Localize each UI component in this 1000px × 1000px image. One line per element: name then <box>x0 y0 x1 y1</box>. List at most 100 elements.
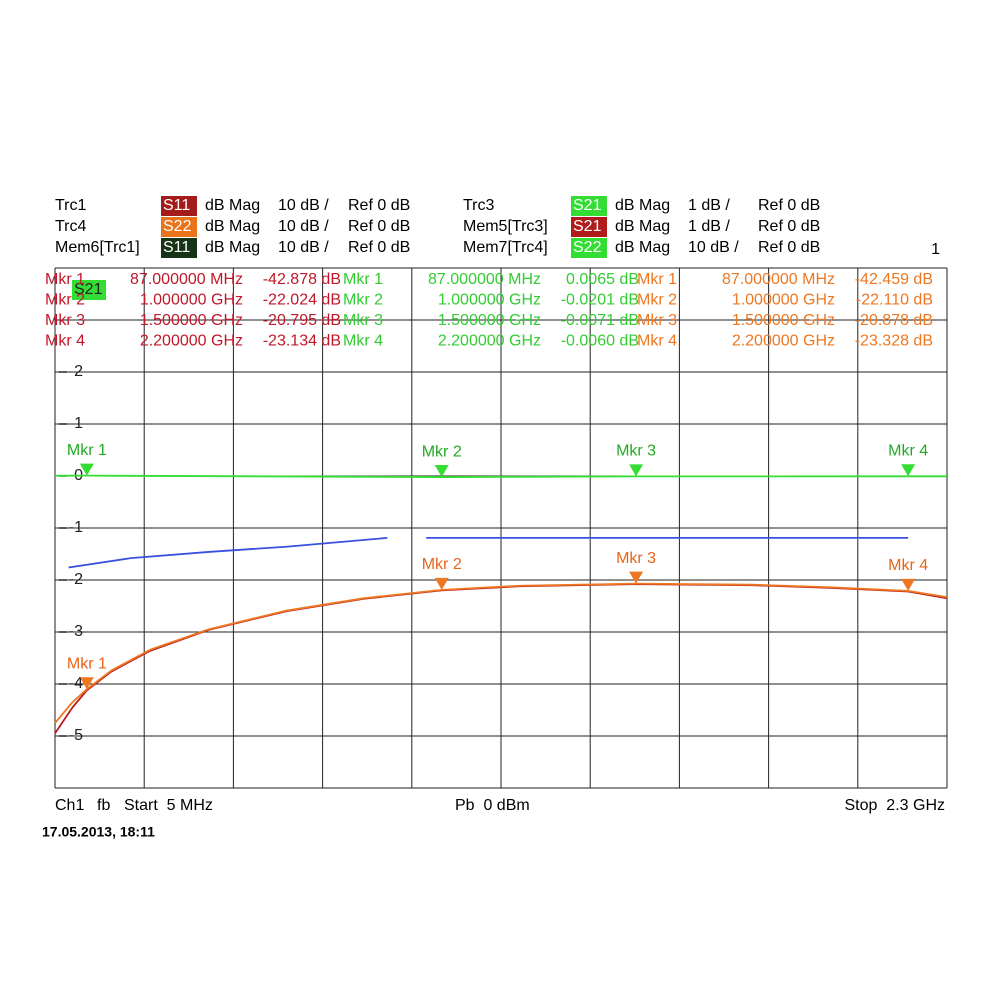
trace-scale: 10 dB / <box>278 218 329 235</box>
marker-value: -23.134 dB <box>263 333 341 350</box>
marker-name: Mkr 1 <box>45 271 85 288</box>
param-badge <box>571 238 607 258</box>
trace-name: Mem5[Trc3] <box>463 218 548 235</box>
footer-power: Pb 0 dBm <box>455 797 530 814</box>
y-tick-label: -3 <box>69 623 83 640</box>
trace-label-badge <box>72 280 106 300</box>
trace-param: S11 <box>163 239 190 256</box>
trace-ref: Ref 0 dB <box>348 239 410 256</box>
marker-freq: 2.200000 GHz <box>140 333 243 350</box>
marker-freq: 87.000000 MHz <box>130 271 243 288</box>
trace-scale: 10 dB / <box>688 239 739 256</box>
marker-label: Mkr 1 <box>67 442 107 459</box>
trace-name: Trc3 <box>463 197 495 214</box>
marker <box>434 577 449 590</box>
param-badge <box>571 196 607 216</box>
marker-label: Mkr 1 <box>67 655 107 672</box>
marker-name: Mkr 1 <box>343 271 383 288</box>
trace-ref: Ref 0 dB <box>348 197 410 214</box>
trace-name: Trc4 <box>55 218 87 235</box>
param-badge <box>161 217 197 237</box>
marker-name: Mkr 2 <box>343 292 383 309</box>
window-number: 1 <box>931 241 940 258</box>
marker-label: Mkr 2 <box>422 443 462 460</box>
trace-name: Trc1 <box>55 197 87 214</box>
marker-value: -0.0201 dB <box>561 292 639 309</box>
marker <box>434 465 449 478</box>
marker-value: -0.0071 dB <box>561 312 639 329</box>
marker-name: Mkr 2 <box>45 292 85 309</box>
trace-format: dB Mag <box>615 218 670 235</box>
marker-freq: 1.500000 GHz <box>140 312 243 329</box>
marker-value: -42.878 dB <box>263 271 341 288</box>
marker-name: Mkr 1 <box>637 271 677 288</box>
footer-channel: Ch1 <box>55 797 84 814</box>
trace-line <box>54 582 948 724</box>
trace-name: Mem6[Trc1] <box>55 239 140 256</box>
marker-value: 0.0065 dB <box>566 271 639 288</box>
param-badge <box>161 238 197 258</box>
y-tick-label: 2 <box>74 363 83 380</box>
marker-value: -23.328 dB <box>855 333 933 350</box>
marker-freq: 87.000000 MHz <box>722 271 835 288</box>
trace-ref: Ref 0 dB <box>758 218 820 235</box>
marker-value: -0.0060 dB <box>561 333 639 350</box>
footer-mode: fb <box>97 797 110 814</box>
marker <box>901 464 916 477</box>
marker-freq: 1.000000 GHz <box>140 292 243 309</box>
marker <box>79 677 94 690</box>
marker-label: Mkr 4 <box>888 443 928 460</box>
marker <box>629 464 644 477</box>
marker-name: Mkr 4 <box>343 333 383 350</box>
trace-scale: 10 dB / <box>278 239 329 256</box>
marker-freq: 1.000000 GHz <box>438 292 541 309</box>
marker-freq: 1.500000 GHz <box>732 312 835 329</box>
y-tick-label: -1 <box>69 519 83 536</box>
marker <box>901 578 916 591</box>
marker-label: Mkr 3 <box>616 550 656 567</box>
marker-name: Mkr 4 <box>45 333 85 350</box>
trace-scale: 1 dB / <box>688 197 730 214</box>
marker <box>79 463 94 476</box>
marker-value: -22.024 dB <box>263 292 341 309</box>
trace-line <box>54 474 947 478</box>
trace-param: S11 <box>163 197 190 214</box>
trace-ref: Ref 0 dB <box>348 218 410 235</box>
marker-label: Mkr 3 <box>616 443 656 460</box>
trace-ref: Ref 0 dB <box>758 197 820 214</box>
trace-format: dB Mag <box>205 239 260 256</box>
marker-label: Mkr 4 <box>888 557 928 574</box>
marker-freq: 87.000000 MHz <box>428 271 541 288</box>
trace-format: dB Mag <box>205 197 260 214</box>
trace-name: Mem7[Trc4] <box>463 239 548 256</box>
footer-stop: Stop 2.3 GHz <box>845 797 946 814</box>
y-tick-label: -5 <box>69 727 83 744</box>
marker-freq: 1.000000 GHz <box>732 292 835 309</box>
marker-value: -22.110 dB <box>856 292 933 309</box>
trace-param: S21 <box>573 197 602 214</box>
marker-freq: 2.200000 GHz <box>732 333 835 350</box>
trace-line <box>68 536 909 569</box>
footer-start: Start 5 MHz <box>124 797 213 814</box>
y-tick-label: 1 <box>74 415 83 432</box>
trace-scale: 10 dB / <box>278 197 329 214</box>
marker-freq: 1.500000 GHz <box>438 312 541 329</box>
marker-name: Mkr 4 <box>637 333 677 350</box>
param-badge <box>571 217 607 237</box>
marker-name: Mkr 3 <box>343 312 383 329</box>
marker-value: -20.878 dB <box>855 312 933 329</box>
timestamp: 17.05.2013, 18:11 <box>42 824 155 840</box>
y-tick-label: -4 <box>69 675 83 692</box>
trace-param: S21 <box>573 218 602 235</box>
trace-ref: Ref 0 dB <box>758 239 820 256</box>
y-tick-label: -2 <box>69 571 83 588</box>
trace-format: dB Mag <box>615 239 670 256</box>
trace-label: S21 <box>74 281 103 298</box>
marker-name: Mkr 3 <box>45 312 85 329</box>
marker <box>629 571 644 584</box>
trace-format: dB Mag <box>615 197 670 214</box>
marker-label: Mkr 2 <box>422 556 462 573</box>
trace-scale: 1 dB / <box>688 218 730 235</box>
